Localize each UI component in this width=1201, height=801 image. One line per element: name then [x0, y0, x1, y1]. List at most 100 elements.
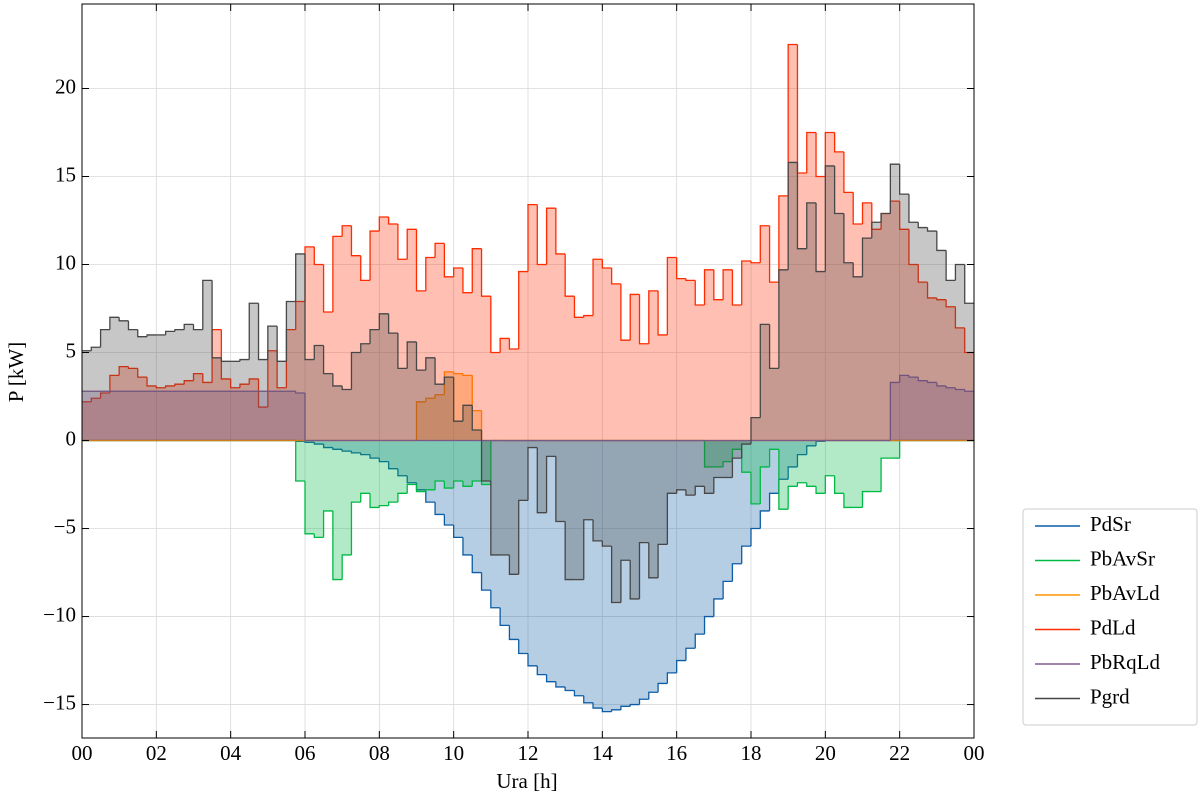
step-area: [407, 229, 417, 441]
step-area: [425, 440, 436, 503]
step-line: [453, 371, 463, 375]
step-line: [508, 338, 519, 350]
step-area: [184, 324, 194, 441]
step-line: [936, 297, 947, 301]
step-line: [741, 260, 751, 305]
step-line: [861, 202, 872, 225]
step-area: [342, 389, 352, 441]
step-area: [481, 296, 491, 441]
step-line: [648, 542, 659, 579]
step-line: [397, 224, 408, 260]
step-line: [425, 256, 436, 291]
step-line: [462, 268, 473, 294]
step-area: [620, 440, 631, 707]
step-line: [183, 380, 194, 385]
step-line: [741, 545, 751, 564]
step-area: [156, 391, 166, 441]
step-area: [630, 440, 640, 599]
step-area: [91, 398, 101, 441]
step-area: [416, 440, 426, 490]
step-line: [406, 341, 417, 369]
step-area: [249, 391, 259, 441]
step-line: [276, 350, 287, 389]
step-line: [648, 290, 659, 344]
x-tick-label: 02: [146, 741, 167, 765]
step-area: [370, 231, 380, 441]
step-line: [592, 519, 603, 542]
step-area: [528, 204, 538, 441]
step-area: [407, 440, 417, 483]
step-area: [555, 440, 566, 522]
step-area: [685, 440, 696, 496]
step-line: [936, 382, 947, 387]
step-area: [193, 329, 203, 441]
step-line: [192, 324, 203, 331]
step-line: [313, 246, 324, 266]
step-area: [500, 338, 510, 441]
step-area: [816, 440, 826, 494]
step-area: [546, 440, 556, 682]
step-line: [202, 373, 213, 384]
step-line: [620, 283, 631, 341]
step-area: [797, 440, 807, 455]
step-area: [797, 248, 807, 441]
step-area: [351, 440, 361, 503]
step-area: [472, 440, 482, 573]
step-area: [444, 371, 454, 441]
step-area: [518, 440, 528, 654]
step-line: [490, 481, 501, 556]
step-area: [825, 440, 835, 476]
step-line: [536, 665, 547, 676]
step-area: [342, 440, 352, 555]
step-area: [676, 440, 686, 661]
step-line: [313, 533, 324, 538]
x-tick-label: 00: [72, 741, 93, 765]
step-area: [695, 304, 705, 441]
series-fill: [295, 440, 900, 580]
step-area: [435, 243, 445, 441]
step-line: [964, 389, 974, 392]
step-line: [778, 449, 789, 510]
step-area: [323, 440, 333, 448]
step-line: [536, 447, 547, 514]
step-area: [230, 391, 240, 441]
series-fill: [82, 162, 974, 603]
step-line: [759, 323, 770, 418]
step-area: [723, 269, 733, 441]
step-area: [955, 389, 965, 441]
x-tick-label: 16: [666, 741, 687, 765]
step-line: [425, 357, 436, 371]
step-area: [462, 375, 473, 441]
step-area: [704, 440, 714, 467]
step-area: [230, 361, 240, 441]
step-area: [453, 421, 463, 441]
step-line: [276, 326, 287, 362]
y-tick-label: −10: [43, 602, 76, 626]
legend-label: Pgrd: [1090, 684, 1130, 708]
step-area: [342, 225, 352, 441]
step-area: [751, 440, 761, 529]
step-line: [703, 269, 714, 305]
step-area: [323, 440, 333, 511]
step-area: [472, 410, 482, 441]
step-area: [639, 440, 649, 700]
step-line: [666, 492, 677, 545]
step-area: [723, 440, 733, 582]
step-line: [220, 329, 231, 380]
step-area: [565, 440, 575, 691]
step-area: [955, 264, 965, 441]
step-area: [620, 340, 631, 441]
step-area: [732, 440, 742, 459]
step-area: [388, 333, 398, 441]
step-line: [434, 394, 445, 399]
y-tick-label: 0: [66, 426, 77, 450]
step-line: [713, 598, 724, 617]
step-area: [212, 391, 222, 441]
step-line: [731, 269, 742, 306]
step-line: [192, 372, 203, 381]
step-area: [936, 250, 947, 441]
step-line: [583, 519, 594, 580]
step-area: [788, 440, 798, 467]
step-line: [964, 264, 974, 304]
step-line: [164, 385, 175, 388]
